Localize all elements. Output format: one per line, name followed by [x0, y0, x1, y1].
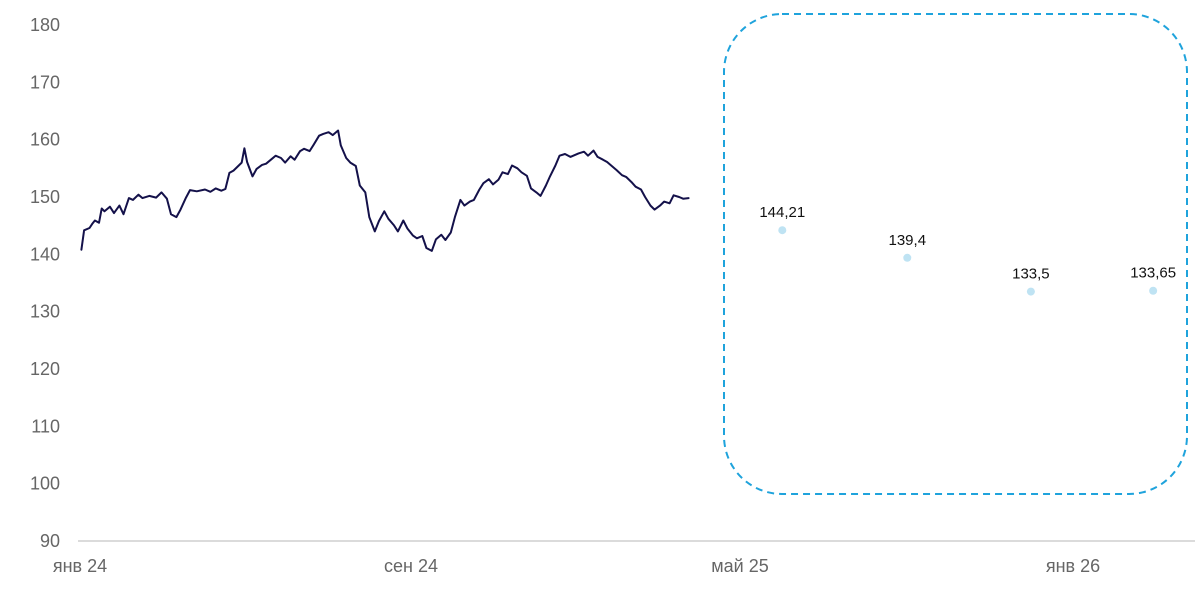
forecast-box: [723, 13, 1188, 495]
y-tick-label: 100: [30, 474, 60, 494]
x-tick-label: янв 24: [53, 556, 107, 576]
y-tick-label: 130: [30, 302, 60, 322]
forecast-point: [1026, 287, 1035, 296]
y-tick-label: 170: [30, 72, 60, 92]
y-tick-label: 180: [30, 15, 60, 35]
y-tick-label: 120: [30, 359, 60, 379]
forecast-point: [778, 226, 787, 235]
forecast-point: [903, 253, 912, 262]
x-tick-label: сен 24: [384, 556, 438, 576]
forecast-point: [1149, 286, 1158, 295]
price-line: [80, 129, 690, 252]
x-tick-label: янв 26: [1046, 556, 1100, 576]
forecast-highlight: [723, 13, 1188, 495]
y-tick-label: 160: [30, 130, 60, 150]
price-series: [80, 129, 690, 252]
forecast-series: 144,21 139,4 133,5 133,65: [759, 204, 1176, 296]
y-tick-label: 150: [30, 187, 60, 207]
forecast-point-label: 144,21: [759, 204, 805, 221]
y-tick-label: 140: [30, 244, 60, 264]
y-axis: 90 100 110 120 130 140 150 160 170 180: [30, 15, 60, 551]
forecast-point-label: 133,5: [1012, 266, 1050, 283]
x-axis: янв 24 сен 24 май 25 янв 26: [53, 540, 1195, 576]
forecast-point-label: 139,4: [889, 232, 927, 249]
y-tick-label: 90: [40, 531, 60, 551]
forecast-point-label: 133,65: [1130, 265, 1176, 282]
x-tick-label: май 25: [711, 556, 768, 576]
y-tick-label: 110: [31, 416, 60, 436]
